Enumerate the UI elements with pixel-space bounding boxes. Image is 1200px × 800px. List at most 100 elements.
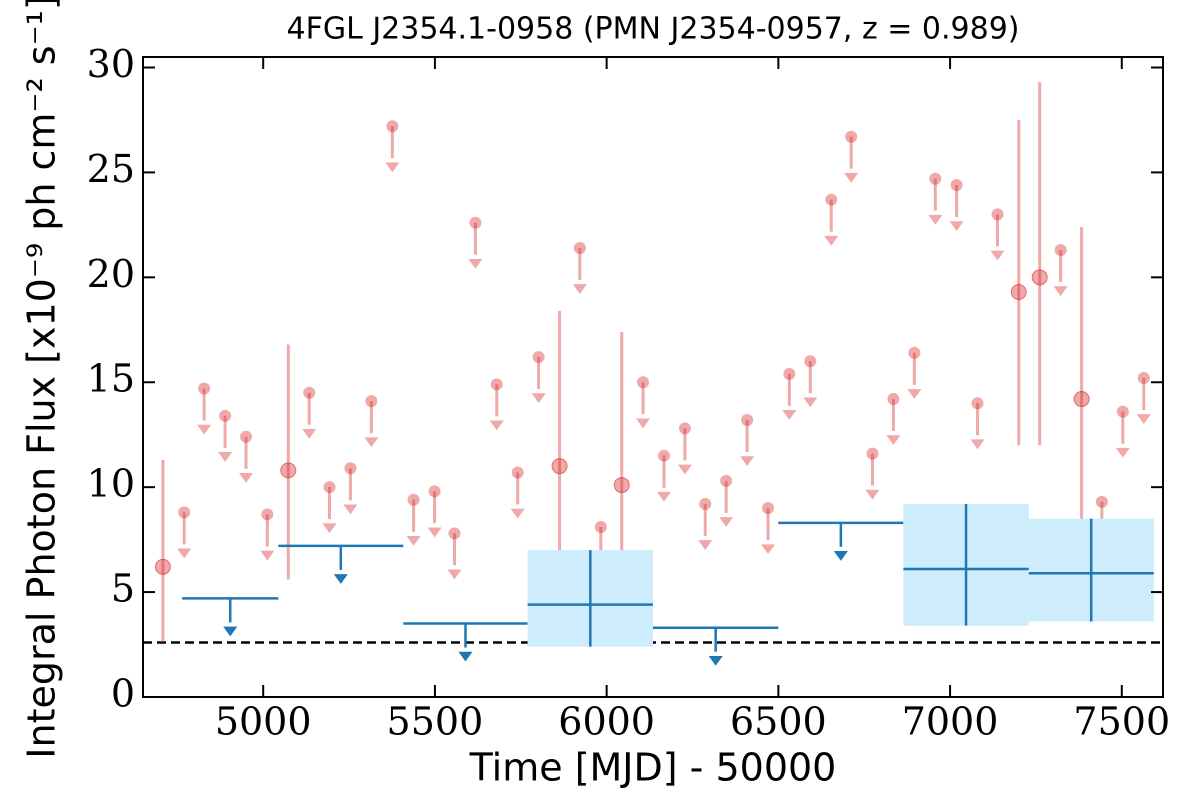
upper-limit-marker — [323, 481, 336, 494]
y-tick-label: 20 — [87, 252, 135, 296]
arrow-head — [489, 420, 504, 431]
y-tick-label: 15 — [87, 357, 135, 401]
upper-limit-marker — [386, 120, 399, 133]
upper-limit-marker — [887, 393, 900, 406]
arrow-head — [333, 574, 348, 584]
upper-limit-marker — [845, 130, 858, 143]
detection-marker — [613, 477, 630, 494]
arrow-head — [177, 548, 192, 559]
arrow-head — [385, 162, 400, 173]
upper-limit-marker — [428, 485, 441, 498]
upper-limit-marker — [303, 386, 316, 399]
arrow-head — [677, 464, 692, 475]
upper-limit-marker — [1054, 244, 1067, 257]
upper-limit-marker — [825, 193, 838, 206]
arrow-head — [1136, 414, 1151, 425]
y-axis-label: Integral Photon Flux [x10⁻⁹ ph cm⁻² s⁻¹] — [20, 0, 64, 759]
arrow-head — [364, 437, 379, 448]
x-tick-label: 6500 — [730, 700, 827, 744]
upper-limit-marker — [511, 466, 524, 479]
x-axis-label: Time [MJD] - 50000 — [469, 746, 837, 790]
arrow-head — [406, 535, 421, 546]
y-tick-label: 0 — [111, 672, 135, 716]
arrow-head — [719, 517, 734, 527]
plot-frame — [142, 56, 1164, 698]
arrow-head — [343, 504, 358, 515]
x-tick-label: 5500 — [387, 700, 484, 744]
upper-limit-marker — [198, 382, 211, 395]
y-tick-label: 30 — [87, 42, 135, 86]
upper-limit-marker — [469, 216, 482, 229]
arrow-head — [698, 540, 713, 550]
upper-limit-marker — [573, 241, 586, 254]
upper-limit-marker — [783, 367, 796, 380]
upper-limit-marker — [240, 430, 253, 443]
upper-limit-marker — [1116, 405, 1129, 418]
x-tick-label: 6000 — [558, 700, 655, 744]
upper-limit-marker — [490, 378, 503, 391]
arrow-head — [970, 439, 985, 450]
detection-marker — [280, 462, 297, 479]
upper-limit-marker — [219, 409, 232, 422]
y-tick-label: 5 — [111, 567, 135, 611]
detection-marker — [154, 558, 171, 575]
arrow-head — [708, 655, 723, 666]
arrow-head — [949, 221, 964, 231]
arrow-head — [824, 235, 839, 246]
y-tick-label: 10 — [87, 462, 135, 506]
arrow-head — [302, 428, 317, 439]
detection-marker — [1073, 391, 1090, 408]
arrow-head — [803, 397, 818, 408]
upper-limit-marker — [741, 414, 754, 427]
x-tick-label: 7500 — [1073, 700, 1170, 744]
arrow-head — [197, 424, 212, 435]
upper-limit-marker — [532, 351, 545, 364]
x-tick-label: 5000 — [215, 700, 312, 744]
arrow-head — [636, 418, 651, 429]
arrow-head — [865, 489, 880, 500]
upper-limit-marker — [344, 462, 357, 475]
arrow-head — [833, 551, 848, 561]
arrow-head — [572, 284, 587, 294]
upper-limit-marker — [929, 172, 942, 185]
detection-marker — [551, 458, 568, 475]
arrow-head — [740, 456, 755, 467]
chart-title: 4FGL J2354.1-0958 (PMN J2354-0957, z = 0… — [286, 12, 1019, 47]
arrow-head — [447, 569, 462, 580]
upper-limit-marker — [1137, 372, 1150, 385]
arrow-head — [907, 389, 922, 399]
upper-limit-marker — [407, 493, 420, 506]
arrow-head — [458, 651, 473, 662]
upper-limit-marker — [1095, 495, 1108, 508]
arrow-head — [1053, 286, 1068, 297]
upper-limit-marker — [448, 527, 461, 540]
upper-limit-marker — [637, 376, 650, 389]
arrow-head — [223, 626, 238, 637]
upper-limit-marker — [678, 422, 691, 435]
arrow-head — [656, 491, 671, 502]
upper-limit-marker — [971, 397, 984, 410]
x-tick-label: 7000 — [902, 700, 999, 744]
upper-limit-marker — [991, 208, 1004, 221]
upper-limit-marker — [866, 447, 879, 460]
plot-area — [143, 82, 1163, 666]
arrow-head — [427, 527, 442, 538]
arrow-head — [761, 544, 776, 555]
arrow-head — [990, 250, 1005, 261]
y-tick-label: 25 — [87, 147, 135, 191]
arrow-head — [239, 473, 254, 483]
arrow-head — [928, 214, 943, 225]
upper-limit-marker — [365, 395, 378, 408]
arrow-head — [218, 452, 233, 462]
upper-limit-marker — [762, 502, 775, 515]
upper-limit-marker — [594, 521, 607, 534]
arrow-head — [1115, 447, 1130, 458]
upper-limit-marker — [804, 355, 817, 368]
arrow-head — [322, 523, 337, 534]
upper-limit-marker — [657, 449, 670, 462]
upper-limit-marker — [720, 474, 733, 487]
detection-marker — [1031, 269, 1048, 286]
arrow-head — [886, 435, 901, 446]
arrow-head — [260, 550, 275, 561]
